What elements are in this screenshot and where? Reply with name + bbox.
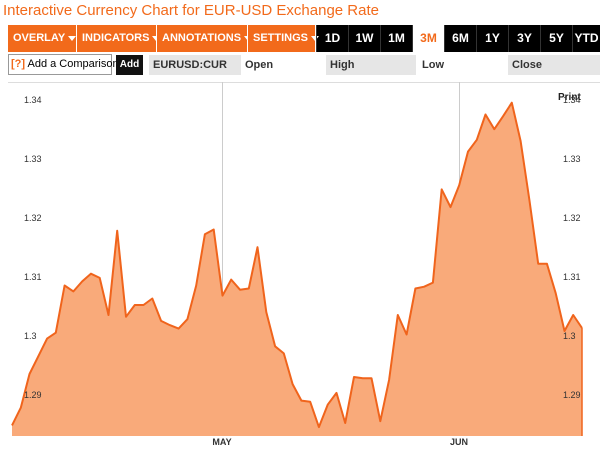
open-label: Open: [245, 59, 274, 71]
chevron-down-icon: [68, 36, 77, 41]
low-label: Low: [422, 59, 444, 71]
comparison-input[interactable]: [?] Add a Comparison: [8, 54, 119, 75]
page-title: Interactive Currency Chart for EUR-USD E…: [3, 2, 379, 19]
chart-toolbar: OVERLAY INDICATORS ANNOTATIONS SETTINGS …: [8, 25, 600, 52]
indicators-menu-label: INDICATORS: [82, 32, 150, 44]
y-tick-label-right: 1.3: [563, 331, 576, 341]
y-tick-label-left: 1.33: [24, 154, 42, 164]
settings-menu-label: SETTINGS: [253, 32, 309, 44]
chevron-down-icon: [311, 36, 320, 41]
comparison-placeholder: Add a Comparison: [27, 58, 119, 70]
y-tick-label-left: 1.31: [24, 272, 42, 282]
overlay-menu-label: OVERLAY: [13, 32, 66, 44]
y-tick-label-right: 1.34: [563, 95, 581, 105]
y-tick-label-left: 1.29: [24, 390, 42, 400]
range-3m-button[interactable]: 3M: [412, 25, 444, 52]
symbol-label: EURUSD:CUR: [149, 55, 241, 75]
range-1w-button[interactable]: 1W: [348, 25, 380, 52]
annotations-menu-button[interactable]: ANNOTATIONS: [157, 25, 253, 52]
range-3y-button[interactable]: 3Y: [508, 25, 540, 52]
quote-bar: [?] Add a Comparison Add EURUSD:CUR Open…: [8, 54, 600, 76]
range-5y-button[interactable]: 5Y: [540, 25, 572, 52]
help-icon[interactable]: [?]: [11, 58, 26, 70]
print-button[interactable]: Print: [558, 92, 581, 103]
y-tick-label-left: 1.34: [24, 95, 42, 105]
overlay-menu-button[interactable]: OVERLAY: [8, 25, 77, 52]
range-ytd-button[interactable]: YTD: [572, 25, 600, 52]
series-area: [12, 102, 582, 436]
settings-menu-button[interactable]: SETTINGS: [248, 25, 320, 52]
range-1d-button[interactable]: 1D: [316, 25, 348, 52]
y-tick-label-left: 1.3: [24, 331, 37, 341]
y-tick-label-right: 1.31: [563, 272, 581, 282]
chevron-down-icon: [152, 36, 161, 41]
chart-svg: 1.29 1.29 1.3 1.3 1.31 1.31 1.32 1.32 1.33 1.33 1.…: [8, 82, 600, 447]
series-line: [11, 101, 583, 429]
x-tick-label: JUN: [450, 437, 468, 447]
annotations-menu-label: ANNOTATIONS: [162, 32, 242, 44]
range-6m-button[interactable]: 6M: [444, 25, 476, 52]
y-tick-label-right: 1.29: [563, 390, 581, 400]
y-tick-label-left: 1.32: [24, 213, 42, 223]
x-tick-label: MAY: [212, 437, 231, 447]
high-label: High: [326, 55, 416, 75]
range-1m-button[interactable]: 1M: [380, 25, 412, 52]
y-tick-label-right: 1.33: [563, 154, 581, 164]
close-label: Close: [508, 55, 600, 75]
indicators-menu-button[interactable]: INDICATORS: [77, 25, 161, 52]
add-comparison-button[interactable]: Add: [116, 55, 143, 75]
price-chart[interactable]: 1.29 1.29 1.3 1.3 1.31 1.31 1.32 1.32 1.33 1.33 1.…: [8, 82, 600, 451]
range-1y-button[interactable]: 1Y: [476, 25, 508, 52]
y-tick-label-right: 1.32: [563, 213, 581, 223]
